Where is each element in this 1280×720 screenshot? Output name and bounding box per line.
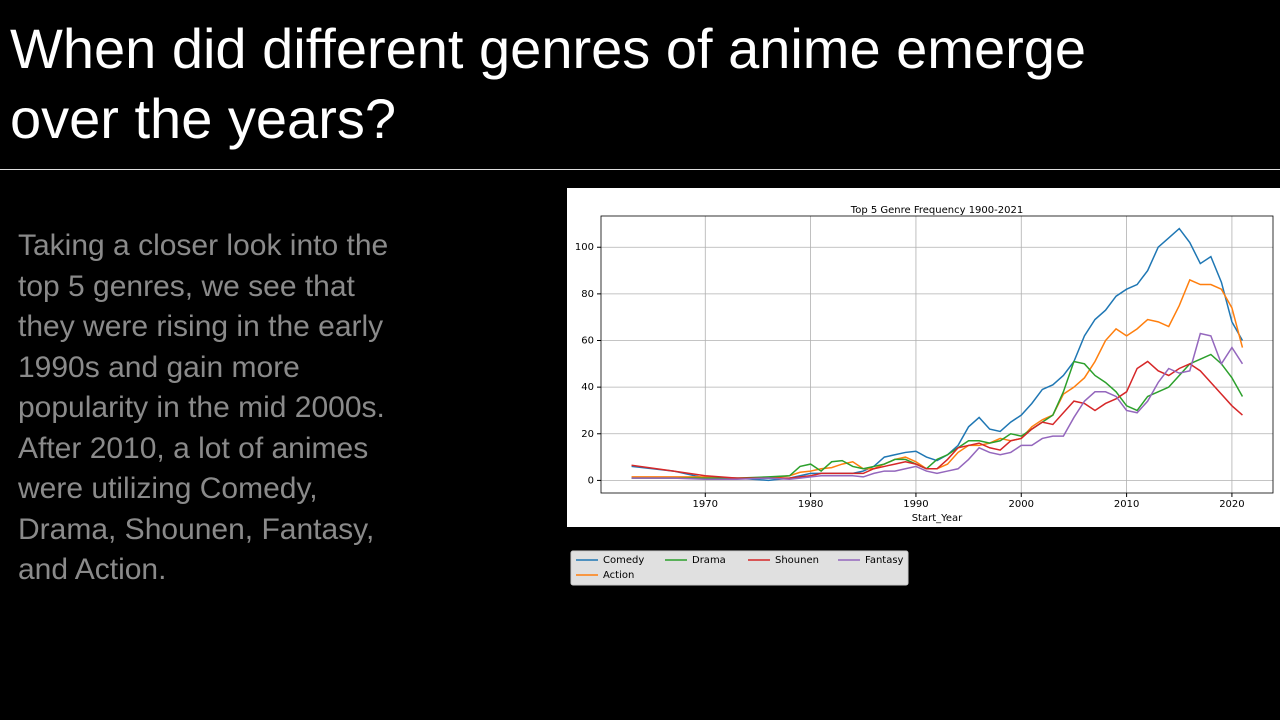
body-line: Taking a closer look into the <box>18 229 389 262</box>
legend-label: Shounen <box>775 555 819 566</box>
legend-label: Comedy <box>603 555 644 566</box>
title-line: over the years? <box>10 87 396 150</box>
plot-frame <box>600 215 1274 494</box>
x-tick-label: 1990 <box>903 499 928 510</box>
y-tick-label: 60 <box>581 336 594 347</box>
body-line: popularity in the mid 2000s. <box>18 391 385 424</box>
body-line: they were rising in the early <box>18 310 384 343</box>
y-tick-label: 100 <box>575 242 594 253</box>
chart-background <box>567 188 1280 527</box>
legend-label: Action <box>603 570 634 581</box>
x-tick-label: 1970 <box>693 499 718 510</box>
slide-body: Taking a closer look into the top 5 genre… <box>18 226 388 591</box>
x-tick-label: 2010 <box>1114 499 1139 510</box>
legend-box <box>570 550 909 586</box>
y-tick-label: 20 <box>581 429 594 440</box>
y-tick-label: 0 <box>588 475 594 486</box>
body-line: After 2010, a lot of animes <box>18 431 369 465</box>
series-line <box>631 332 1244 480</box>
slide-title: When did different genres of anime emerg… <box>10 14 1086 154</box>
series-line <box>631 353 1244 479</box>
x-tick-label: 1980 <box>798 499 823 510</box>
body-line: were utilizing Comedy, <box>18 472 318 505</box>
x-axis-label: Start_Year <box>912 513 963 524</box>
legend-label: Drama <box>692 555 726 566</box>
divider <box>0 169 1280 170</box>
body-line: Drama, Shounen, Fantasy, <box>18 512 375 546</box>
x-tick-label: 2000 <box>1009 499 1034 510</box>
body-line: 1990s and gain more <box>18 350 300 384</box>
body-line: top 5 genres, we see that <box>18 269 355 303</box>
chart-title: Top 5 Genre Frequency 1900-2021 <box>850 205 1023 216</box>
body-line: and Action. <box>18 553 167 586</box>
x-tick-label: 2020 <box>1219 499 1244 510</box>
y-tick-label: 80 <box>581 289 594 300</box>
title-line: When did different genres of anime emerg… <box>10 17 1087 80</box>
y-tick-label: 40 <box>581 382 594 393</box>
series-line <box>631 360 1243 479</box>
legend-label: Fantasy <box>865 555 904 566</box>
